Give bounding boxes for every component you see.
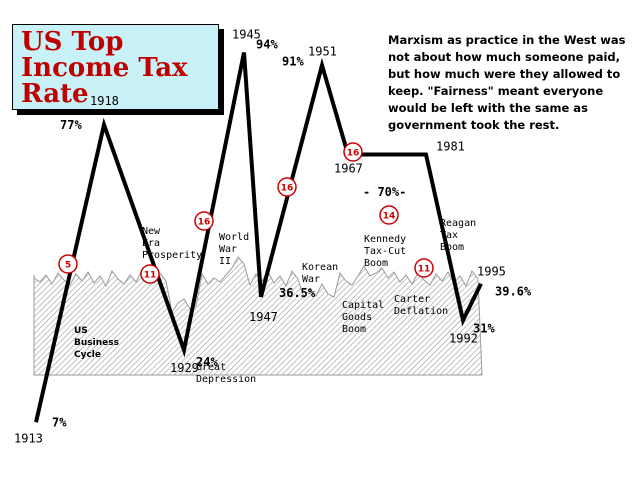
year-label: 1967 [334,162,363,176]
circle-marker-label: 5 [65,261,71,271]
business-cycle-band [33,256,483,376]
circle-marker-label: 16 [281,184,294,194]
period-annotation: Capital [342,300,384,311]
period-annotation: Deflation [394,306,448,317]
period-annotation: Great [196,362,226,373]
circle-marker [343,142,363,162]
value-label: 91% [282,54,304,68]
circle-marker-label: 11 [144,271,157,281]
value-label: 39.6% [495,285,532,299]
period-annotation: Reagan [440,218,476,229]
period-annotation: War [302,274,320,285]
circle-marker-label: 14 [383,212,396,222]
period-annotation: Kennedy [364,234,406,245]
value-label: 94% [256,38,278,52]
period-annotation: Tax [440,230,458,241]
value-label: 36.5% [279,286,316,300]
period-annotation: World [219,232,249,243]
value-label: 31% [473,321,495,335]
year-label: 1981 [436,140,465,154]
circle-marker [140,264,160,284]
circle-marker-label: 16 [198,218,211,228]
note-line: Marxism as practice in the West was [388,33,626,47]
value-label: 24% [196,355,218,369]
circle-marker-label: 11 [418,265,431,275]
circle-marker [58,254,78,274]
circle-marker [277,177,297,197]
circle-marker [194,211,214,231]
year-label: 1947 [249,310,278,324]
value-label: 7% [52,415,67,429]
year-label: 1951 [308,44,337,58]
year-label: 1992 [449,331,478,345]
circle-marker [379,205,399,225]
period-annotation: Carter [394,294,430,305]
circle-marker-label: 16 [347,149,360,159]
note-line: keep. "Fairness" meant everyone [388,84,604,98]
note-line: government took the rest. [388,118,560,132]
period-annotation: Tax-Cut [364,246,406,257]
period-annotation: Boom [342,324,366,335]
business-cycle-label: US [74,326,88,336]
title-line-2: Income Tax [21,53,188,83]
plateau-label: - 70%- [363,185,406,199]
year-label: 1913 [14,431,43,445]
note-line: but how much were they allowed to [388,67,621,81]
period-annotation: II [219,256,231,267]
title-box: US Top Income Tax Rate [12,24,219,110]
title-line-3: Rate [21,79,89,109]
note-line: would be left with the same as [388,101,588,115]
value-label: 77% [60,118,82,132]
period-annotation: New [142,226,161,237]
period-annotation: War [219,244,237,255]
year-label: 1945 [232,28,261,42]
business-cycle-label: Cycle [74,350,101,360]
period-annotation: Korean [302,262,338,273]
commentary-note: Marxism as practice in the West was not … [388,32,638,134]
period-annotation: Depression [196,374,256,385]
year-label: 1929 [170,361,199,375]
period-annotation: Boom [440,242,464,253]
title-line-1: US Top [21,27,124,57]
business-cycle-label: Business [74,338,119,348]
period-annotation: Goods [342,312,372,323]
year-label: 1995 [477,265,506,279]
circle-marker [414,258,434,278]
period-annotation: Prosperity [142,250,202,261]
period-annotation: Boom [364,258,388,269]
note-line: not about how much someone paid, [388,50,621,64]
period-annotation: Era [142,238,160,249]
year-label: 1918 [90,94,119,108]
